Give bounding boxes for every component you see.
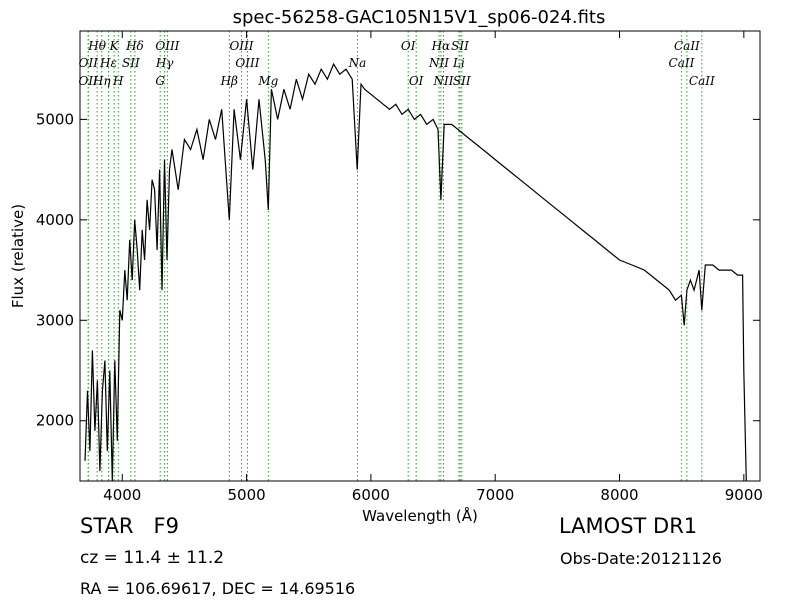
x-tick-label: 5000 [227,486,265,504]
plot-frame [79,30,761,482]
line-label: Hδ [125,39,144,53]
y-axis-label: Flux (relative) [9,204,27,308]
line-label: CaII [689,74,715,88]
line-label: K [109,39,120,53]
emission-line-markers [87,31,703,481]
line-label: Hη [92,74,111,88]
x-tick-label: 4000 [103,486,141,504]
coordinates: RA = 106.69617, DEC = 14.69516 [80,579,356,598]
line-label: CaII [674,39,700,53]
chart-title: spec-56258-GAC105N15V1_sp06-024.fits [233,7,606,28]
axis-ticks: 4000 5000 6000 7000 8000 9000 2000 3000 4000 5000 [36,31,763,504]
line-label: SII [451,39,469,53]
line-label: Hα [431,39,451,53]
x-tick-label: 8000 [600,486,638,504]
x-axis-label: Wavelength (Å) [362,506,478,525]
spectral-class: STAR F9 [80,514,179,538]
line-label: Na [348,56,367,70]
observation-date: Obs-Date:20121126 [560,549,722,568]
line-label: NII [433,74,454,88]
survey-name: LAMOST DR1 [559,514,698,538]
line-label: OII [79,56,99,70]
line-label: OI [401,39,416,53]
line-label: SII [122,56,140,70]
line-label: Mg [257,74,278,88]
line-label: Li [452,56,465,70]
line-label: CaII [669,56,695,70]
line-label: Hγ [155,56,174,70]
spectrum-line [84,62,747,482]
redshift-value: cz = 11.4 ± 11.2 [80,548,225,568]
x-tick-label: 7000 [476,486,514,504]
y-tick-label: 2000 [36,412,74,430]
line-label: Hε [99,56,117,70]
line-label: OII [79,74,99,88]
line-label: H [112,74,124,88]
y-tick-label: 3000 [36,311,74,329]
line-label: SII [453,74,471,88]
line-label: NII [428,56,449,70]
y-tick-label: 5000 [36,110,74,128]
x-tick-label: 6000 [352,486,390,504]
line-label: OIII [235,56,259,70]
x-tick-label: 9000 [725,486,763,504]
y-tick-label: 4000 [36,211,74,229]
line-label: OI [409,74,424,88]
line-label: Hβ [220,74,238,88]
line-label: OIII [155,39,179,53]
line-label: OIII [229,39,253,53]
line-label: G [155,74,165,88]
line-label: Hθ [87,39,106,53]
